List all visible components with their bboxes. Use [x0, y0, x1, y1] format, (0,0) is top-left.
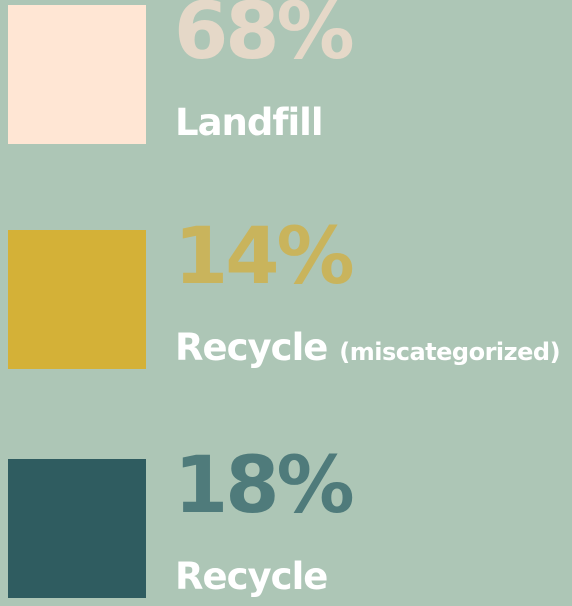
legend-label-landfill: Landfill: [175, 101, 324, 144]
category-name-landfill: Landfill: [175, 101, 324, 144]
legend-label-recycle: Recycle: [175, 555, 328, 598]
legend-label-recycle-miscategorized: Recycle (miscategorized): [175, 326, 561, 369]
category-note-miscategorized: (miscategorized): [339, 338, 561, 366]
percent-value-landfill: 68%: [174, 0, 355, 77]
legend-entry-recycle-miscategorized: 14% Recycle (miscategorized): [0, 218, 572, 370]
legend-swatch-recycle-miscategorized: [8, 230, 146, 369]
legend-swatch-landfill: [8, 5, 146, 144]
legend-entry-recycle: 18% Recycle: [0, 447, 572, 599]
category-name-recycle-miscategorized: Recycle: [175, 326, 328, 369]
legend-entry-landfill: 68% Landfill: [0, 0, 572, 145]
legend-swatch-recycle: [8, 459, 146, 598]
category-name-recycle: Recycle: [175, 555, 328, 598]
percent-value-recycle-miscategorized: 14%: [174, 212, 355, 302]
percent-value-recycle: 18%: [174, 441, 355, 531]
